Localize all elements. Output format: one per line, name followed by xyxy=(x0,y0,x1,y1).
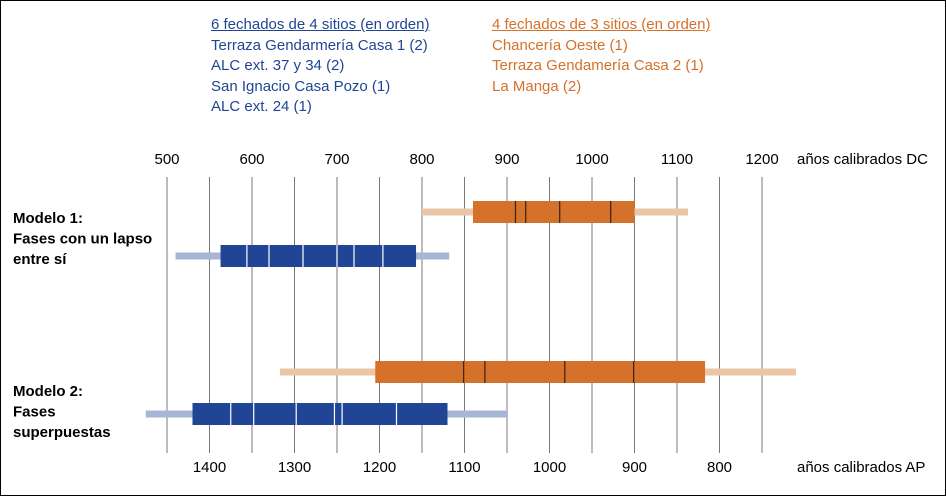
model-label-line: entre sí xyxy=(13,251,67,268)
phase-core-bar xyxy=(220,245,417,267)
bottom-axis-tick-label: 1100 xyxy=(448,459,480,476)
top-axis-unit: años calibrados DC xyxy=(797,151,928,168)
top-axis-tick-label: 900 xyxy=(494,151,519,168)
top-axis-tick-label: 500 xyxy=(154,151,179,168)
legend-orange-item: La Manga (2) xyxy=(492,77,582,95)
legend-blue-item: ALC ext. 37 y 34 (2) xyxy=(211,57,345,74)
bottom-axis-tick-label: 1000 xyxy=(533,459,566,476)
model-label-line: Fases con un lapso xyxy=(13,231,152,248)
legend-orange: 4 fechados de 3 sitios (en orden) Chance… xyxy=(492,15,710,97)
bottom-axis-tick-label: 800 xyxy=(707,459,732,476)
top-axis-tick-label: 800 xyxy=(409,151,434,168)
legend-orange-item: Chancería Oeste (1) xyxy=(492,36,628,54)
legend-blue-item: Terraza Gendarmería Casa 1 (2) xyxy=(211,36,428,54)
model-label-line: Fases xyxy=(13,404,56,421)
phase-core-bar xyxy=(473,201,635,223)
legend-blue-heading: 6 fechados de 4 sitios (en orden) xyxy=(211,16,430,33)
legend-orange-item: Terraza Gendamería Casa 2 (1) xyxy=(492,57,704,74)
legend-blue: 6 fechados de 4 sitios (en orden) Terraz… xyxy=(211,15,429,118)
model-label-line: superpuestas xyxy=(13,424,111,441)
bottom-axis-tick-label: 900 xyxy=(622,459,647,476)
bottom-axis-tick-label: 1200 xyxy=(363,459,396,476)
legend-orange-heading: 4 fechados de 3 sitios (en orden) xyxy=(492,16,711,33)
top-axis-tick-label: 600 xyxy=(239,151,264,168)
phase-core-bar xyxy=(375,361,706,383)
legend-blue-item: ALC ext. 24 (1) xyxy=(211,98,312,115)
top-axis-tick-label: 700 xyxy=(324,151,349,168)
top-axis-tick-label: 1000 xyxy=(575,151,608,168)
legend-blue-item: San Ignacio Casa Pozo (1) xyxy=(211,77,391,95)
top-axis-tick-label: 1100 xyxy=(661,151,693,168)
top-axis-tick-label: 1200 xyxy=(745,151,778,168)
model-label-line: Modelo 1: xyxy=(13,210,83,227)
model-label-line: Modelo 2: xyxy=(13,383,83,400)
phase-core-bar xyxy=(192,403,448,425)
bottom-axis-unit: años calibrados AP xyxy=(797,459,925,476)
bottom-axis-tick-label: 1300 xyxy=(278,459,311,476)
bottom-axis-tick-label: 1400 xyxy=(193,459,226,476)
